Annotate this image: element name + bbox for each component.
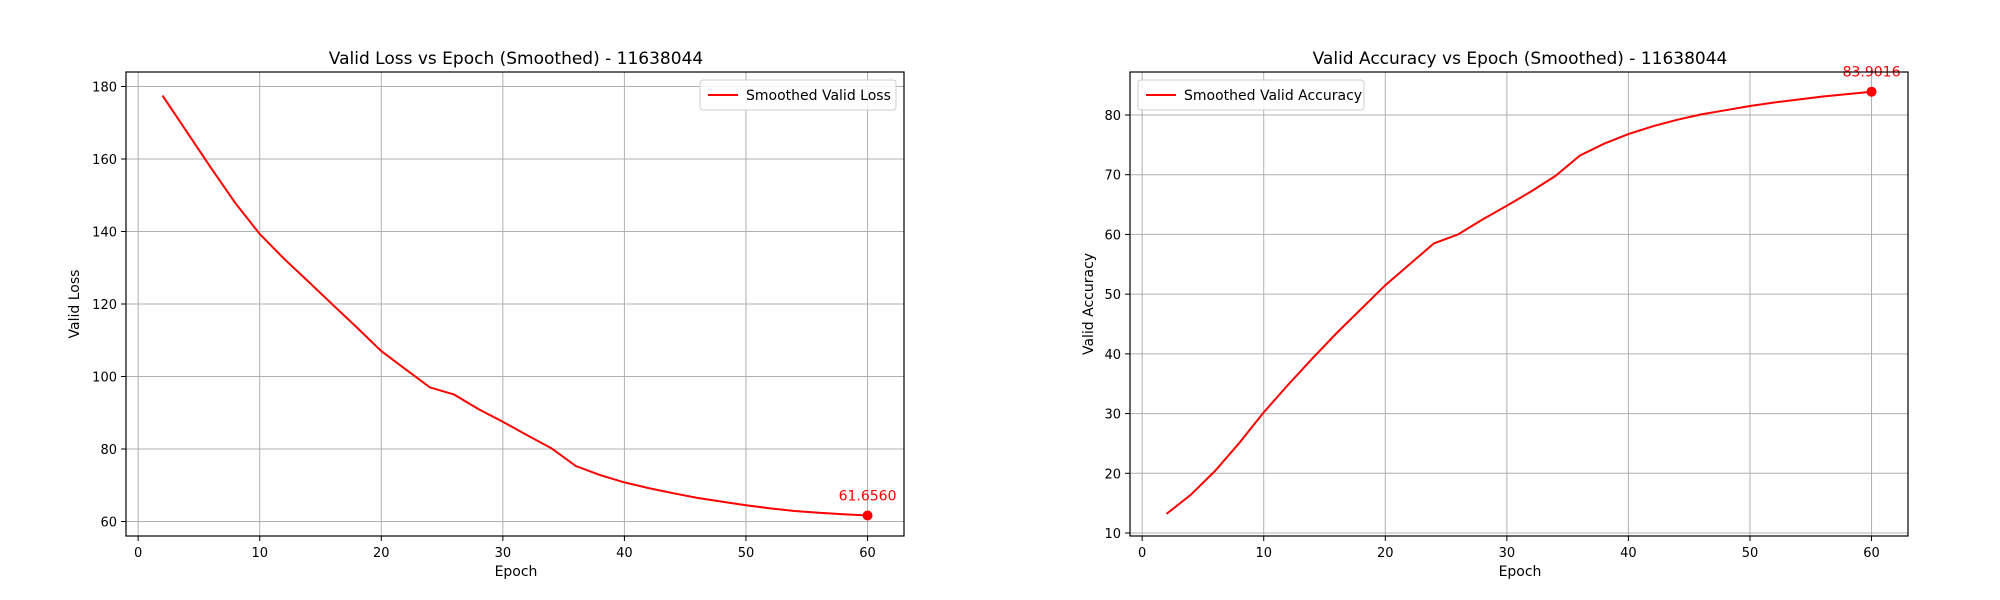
- y-axis-label: Valid Accuracy: [1081, 253, 1097, 355]
- y-tick-label: 140: [92, 226, 117, 241]
- x-axis-ticks: 0 10 20 30 40 50 60: [1138, 536, 1880, 561]
- y-axis-ticks: 60 80 100 120 140 160 180: [92, 81, 126, 531]
- final-point-marker: [862, 510, 873, 521]
- series-line-smoothed-valid-accuracy: [1165, 90, 1872, 515]
- x-axis-label: Epoch: [1499, 564, 1542, 580]
- y-tick-label: 180: [92, 81, 117, 96]
- legend: Smoothed Valid Accuracy: [1137, 79, 1365, 111]
- legend: Smoothed Valid Loss: [699, 79, 897, 111]
- y-axis-ticks: 10 20 30 40 50 60 70 80: [1104, 109, 1130, 542]
- x-tick-label: 30: [495, 546, 512, 561]
- x-tick-label: 20: [1377, 546, 1394, 561]
- y-axis-label: Valid Loss: [67, 270, 83, 339]
- y-tick-label: 120: [92, 298, 117, 313]
- x-axis-ticks: 0 10 20 30 40 50 60: [134, 536, 876, 561]
- legend-box: [699, 79, 897, 111]
- y-tick-label: 60: [100, 516, 117, 531]
- x-tick-label: 30: [1499, 546, 1516, 561]
- y-tick-label: 50: [1104, 288, 1121, 303]
- final-value-annotation: 83.9016: [1843, 65, 1901, 81]
- x-tick-label: 20: [373, 546, 390, 561]
- series-line-smoothed-valid-loss: [161, 95, 868, 517]
- x-tick-label: 60: [859, 546, 876, 561]
- x-tick-label: 50: [738, 546, 755, 561]
- chart-title: Valid Loss vs Epoch (Smoothed) - 1163804…: [329, 49, 703, 69]
- legend-box: [1137, 79, 1365, 111]
- valid-accuracy-chart: Valid Accuracy vs Epoch (Smoothed) - 116…: [1081, 49, 1909, 580]
- x-tick-label: 10: [251, 546, 268, 561]
- grid: [1130, 72, 1908, 536]
- plot-frame: [1129, 71, 1909, 537]
- x-axis-label: Epoch: [495, 564, 538, 580]
- grid: [126, 72, 904, 536]
- y-tick-label: 80: [1104, 109, 1121, 124]
- legend-label: Smoothed Valid Loss: [746, 88, 891, 104]
- x-tick-label: 40: [616, 546, 633, 561]
- legend-label: Smoothed Valid Accuracy: [1184, 88, 1362, 104]
- x-tick-label: 0: [134, 546, 142, 561]
- plot-frame: [125, 71, 905, 537]
- y-tick-label: 80: [100, 443, 117, 458]
- y-tick-label: 20: [1104, 467, 1121, 482]
- y-tick-label: 160: [92, 153, 117, 168]
- y-tick-label: 30: [1104, 408, 1121, 423]
- x-tick-label: 40: [1620, 546, 1637, 561]
- x-tick-label: 0: [1138, 546, 1146, 561]
- x-tick-label: 60: [1863, 546, 1880, 561]
- y-tick-label: 60: [1104, 228, 1121, 243]
- y-tick-label: 70: [1104, 169, 1121, 184]
- x-tick-label: 10: [1255, 546, 1272, 561]
- chart-title: Valid Accuracy vs Epoch (Smoothed) - 116…: [1313, 49, 1728, 69]
- x-tick-label: 50: [1742, 546, 1759, 561]
- y-tick-label: 100: [92, 371, 117, 386]
- valid-loss-chart: Valid Loss vs Epoch (Smoothed) - 1163804…: [67, 49, 905, 580]
- y-tick-label: 40: [1104, 348, 1121, 363]
- final-point-marker: [1866, 86, 1877, 97]
- y-tick-label: 10: [1104, 527, 1121, 542]
- final-value-annotation: 61.6560: [839, 488, 897, 504]
